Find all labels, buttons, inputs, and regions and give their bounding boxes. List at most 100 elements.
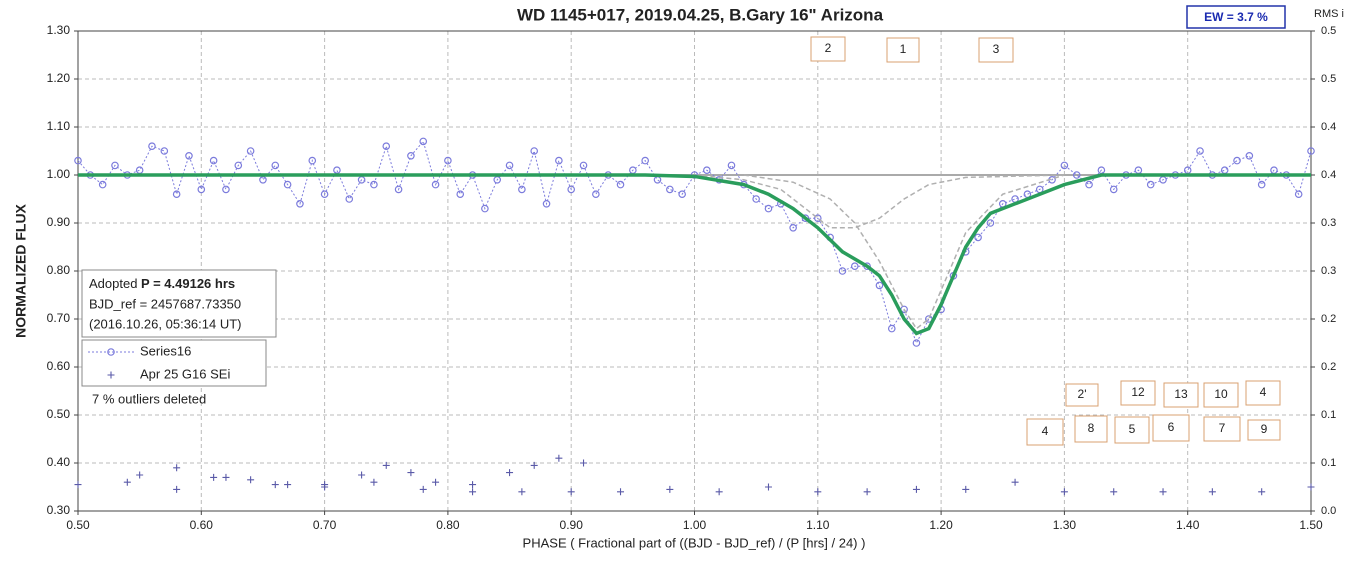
data-point [407, 152, 415, 160]
data-point [555, 454, 563, 462]
legend-label: Series16 [140, 343, 191, 358]
y2-tick-label: 0.1 [1321, 409, 1336, 421]
data-point [419, 485, 427, 493]
data-point [222, 185, 230, 194]
outliers-note: 7 % outliers deleted [92, 391, 206, 406]
x-tick-label: 1.10 [806, 518, 830, 532]
data-point [74, 481, 82, 489]
annotation-label: 12 [1131, 385, 1145, 399]
data-point [1245, 152, 1254, 160]
data-point [962, 485, 970, 493]
y2-tick-label: 0.4 [1321, 121, 1336, 133]
data-point [394, 185, 403, 194]
data-point [271, 161, 280, 170]
data-point [1085, 180, 1093, 189]
data-point [1307, 147, 1315, 155]
x-axis-title: PHASE ( Fractional part of ((BJD - BJD_r… [523, 535, 866, 550]
data-point [518, 185, 526, 194]
data-point [715, 488, 723, 496]
data-point [641, 156, 649, 165]
y2-tick-label: 0.5 [1321, 73, 1336, 85]
data-point [1146, 180, 1155, 189]
data-point [912, 485, 920, 493]
annotation-label: 10 [1214, 387, 1228, 401]
legend-label: Apr 25 G16 SEi [140, 366, 230, 381]
data-point [801, 214, 810, 223]
data-point [986, 219, 995, 227]
y2-tick-label: 0.5 [1321, 25, 1336, 37]
data-point [813, 214, 822, 223]
x-tick-label: 0.60 [190, 518, 214, 532]
annotation-label: 2' [1078, 387, 1087, 401]
plot-area: 0.50 0.60 0.70 0.80 0.90 1.00 1.10 1.20 1.30 1.40… [47, 23, 1337, 532]
y2-tick-label: 0.3 [1321, 217, 1336, 229]
data-point [469, 488, 477, 496]
legend-marker [107, 348, 115, 356]
data-point [148, 142, 156, 151]
data-point [1208, 488, 1216, 496]
annotation-label: 4 [1260, 385, 1267, 399]
series-line [78, 173, 1311, 336]
annotation-box [1114, 416, 1150, 444]
data-point [210, 473, 218, 481]
ew-box [1186, 5, 1286, 29]
annotation-box [1203, 382, 1239, 408]
annotation-box [1203, 416, 1241, 442]
data-point [580, 459, 588, 467]
y-tick-label: 0.40 [47, 455, 71, 469]
data-point [850, 262, 859, 271]
info-line: BJD_ref = 2457687.73350 [89, 296, 241, 311]
data-point [222, 473, 230, 481]
data-point [505, 161, 514, 170]
data-point [567, 185, 576, 194]
data-point [469, 481, 477, 489]
annotation-box [978, 37, 1014, 63]
info-period: P = 4.49126 hrs [141, 276, 235, 291]
data-point [912, 339, 921, 347]
y2-tick-label: 0.4 [1321, 169, 1336, 181]
data-point [518, 488, 526, 496]
data-point [173, 464, 181, 472]
annotation-label: 7 [1219, 421, 1226, 435]
data-point [814, 488, 822, 496]
data-point [1233, 156, 1241, 165]
data-point [1110, 488, 1118, 496]
data-point [678, 190, 686, 199]
data-point [579, 161, 588, 170]
data-point [1294, 190, 1303, 199]
data-point [431, 180, 440, 189]
data-point [136, 471, 144, 479]
data-point [407, 469, 415, 477]
data-point [382, 142, 391, 151]
y-tick-label: 1.00 [47, 167, 71, 181]
data-point [838, 267, 847, 275]
annotation-box [1120, 380, 1156, 406]
y-tick-label: 0.50 [47, 407, 71, 421]
data-point [764, 204, 773, 213]
data-point [185, 152, 193, 160]
ew-label: EW = 3.7 % [1204, 10, 1268, 24]
data-point [321, 481, 329, 489]
annotation-label: 8 [1088, 421, 1095, 435]
y-tick-label: 1.20 [47, 71, 71, 85]
data-point [197, 185, 206, 194]
y2-tick-label: 0.0 [1321, 505, 1336, 517]
x-tick-label: 1.30 [1053, 518, 1077, 532]
data-point [764, 483, 772, 491]
data-point [481, 204, 489, 213]
data-point [530, 147, 539, 155]
annotation-label: 3 [993, 42, 1000, 56]
data-point [666, 485, 674, 493]
data-point [555, 156, 563, 165]
data-point [370, 478, 378, 486]
y-axis-title: NORMALIZED FLUX [13, 203, 29, 337]
data-point [1196, 147, 1204, 155]
y-tick-label: 0.80 [47, 263, 71, 277]
data-point [887, 324, 896, 333]
info-prefix: Adopted [89, 276, 141, 291]
y-tick-label: 0.70 [47, 311, 71, 325]
data-point [308, 156, 317, 165]
series-line [694, 174, 1065, 229]
annotation-label: 4 [1042, 424, 1049, 438]
data-point [382, 461, 390, 469]
